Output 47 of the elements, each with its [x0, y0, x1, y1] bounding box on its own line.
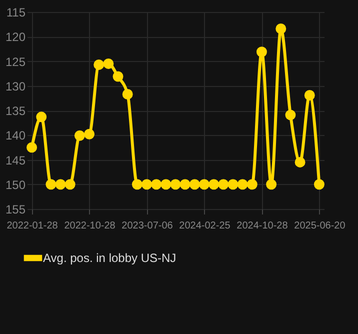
x-tick-label: 2024-02-25: [179, 220, 231, 232]
point: [256, 46, 267, 58]
y-tick-label: 155: [5, 202, 26, 216]
point: [151, 179, 162, 190]
point: [237, 179, 248, 190]
x-tick-label: 2025-06-20: [294, 220, 346, 232]
point: [112, 71, 124, 82]
point: [294, 156, 306, 168]
point: [64, 179, 76, 190]
point: [122, 89, 133, 100]
point: [26, 142, 38, 153]
point: [84, 128, 95, 140]
x-tick-label: 2023-07-06: [122, 220, 174, 232]
point: [246, 179, 258, 190]
y-tick-label: 150: [5, 178, 26, 192]
y-tick-label: 140: [5, 128, 26, 143]
point: [94, 59, 104, 70]
point: [199, 179, 210, 190]
point: [180, 179, 190, 190]
point: [160, 179, 172, 190]
legend-label: Avg. pos. in lobby US-NJ: [43, 251, 176, 265]
point: [170, 179, 181, 190]
y-tick-label: 130: [5, 79, 26, 94]
point: [218, 179, 229, 190]
x-tick-label: 2022-10-28: [64, 220, 116, 232]
point: [103, 58, 114, 69]
point: [46, 179, 56, 190]
x-tick-label: 2022-01-28: [6, 220, 58, 232]
point: [228, 179, 238, 190]
y-tick-label: 145: [5, 153, 26, 168]
x-tick-label: 2024-10-28: [236, 220, 288, 232]
y-tick-label: 120: [5, 30, 26, 44]
point: [208, 179, 220, 190]
point: [276, 24, 286, 34]
point: [36, 112, 47, 122]
point: [285, 110, 296, 120]
point: [132, 179, 142, 190]
point: [74, 130, 85, 141]
point: [55, 179, 66, 190]
point: [142, 179, 152, 190]
point: [266, 179, 277, 190]
point: [189, 179, 200, 190]
y-tick-label: 135: [5, 104, 26, 118]
y-tick-label: 115: [6, 6, 26, 20]
point: [314, 179, 324, 190]
point: [304, 90, 315, 100]
y-tick-label: 125: [5, 54, 26, 69]
